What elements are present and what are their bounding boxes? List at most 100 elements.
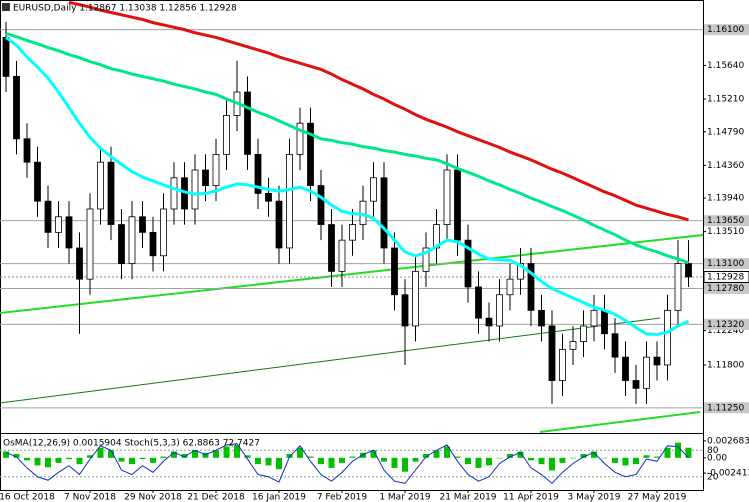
candle-body: [601, 309, 608, 335]
osma-bar: [328, 457, 335, 468]
candle-body: [538, 309, 545, 327]
last-price-label: 1.12928: [707, 272, 744, 282]
candle-body: [244, 91, 251, 155]
candle-body: [454, 169, 461, 241]
osma-bar: [591, 451, 597, 458]
candle-body: [296, 122, 304, 155]
osma-bar: [433, 450, 440, 458]
osma-bar: [276, 457, 282, 470]
candle-body: [485, 317, 493, 327]
x-tick-label: 16 Jan 2019: [252, 493, 306, 502]
candle-body: [160, 208, 167, 257]
osma-bar: [685, 447, 692, 458]
osma-bar: [549, 457, 555, 471]
candle-body: [317, 185, 325, 225]
candle-body: [496, 294, 503, 327]
y2-tick-label: 80: [707, 446, 719, 456]
candle-body: [422, 247, 430, 272]
candle-body: [149, 231, 157, 257]
candle-body: [412, 270, 419, 327]
candle-body: [622, 356, 629, 381]
candle-body: [212, 153, 220, 186]
x-tick-label: 11 Apr 2019: [503, 493, 559, 502]
osma-bar: [339, 457, 345, 463]
candle-body: [559, 348, 566, 381]
candle-body: [254, 153, 262, 194]
osma-bar: [664, 447, 671, 458]
osma-bar: [465, 457, 471, 465]
osma-bar: [3, 451, 9, 458]
candle-body: [44, 200, 52, 233]
candle-body: [34, 161, 41, 202]
oscillator: [0, 442, 703, 485]
osma-bar: [580, 454, 587, 458]
osma-bar: [213, 450, 219, 458]
osma-bar: [265, 457, 272, 466]
osma-bar: [87, 455, 93, 458]
last-price-box: [703, 270, 749, 283]
osma-bar: [528, 457, 534, 461]
osma-bar: [360, 452, 366, 458]
osma-bar: [496, 457, 503, 459]
candle-body: [128, 216, 136, 264]
osma-bar: [192, 450, 198, 458]
candle-body: [286, 153, 293, 249]
level-label-box: [704, 318, 749, 330]
osma-bar: [517, 451, 524, 458]
indicator-title: OsMA(12,26,9) 0.0015904 Stoch(5,3,3) 62.…: [3, 439, 260, 449]
osma-bar: [108, 450, 114, 458]
candle-body: [139, 216, 146, 233]
osma-bar: [381, 457, 387, 462]
y-tick-label: 1.14790: [707, 127, 744, 137]
x-tick-label: 21 Mar 2019: [439, 493, 496, 502]
candle-body: [580, 325, 587, 342]
candle-body: [107, 161, 115, 225]
osma-bar: [444, 446, 450, 458]
osma-bar: [601, 457, 608, 459]
osma-bar: [675, 442, 681, 458]
osma-bar: [297, 447, 303, 458]
candle-body: [464, 239, 472, 288]
osma-bar: [202, 452, 209, 458]
level-label: 1.16100: [707, 25, 744, 35]
osma-bar: [454, 456, 461, 458]
osma-bar: [24, 457, 30, 461]
candle-body: [76, 247, 83, 280]
osma-bar: [255, 457, 261, 465]
level-label-box: [704, 283, 749, 295]
candle-body: [643, 356, 650, 389]
y-tick-label: 1.11800: [707, 360, 744, 370]
candle-body: [674, 263, 682, 311]
candle-body: [569, 341, 577, 350]
candle-body: [86, 208, 94, 280]
axes: 1.15640 1.15210 1.14790 1.14360 1.13940 1.135…: [0, 24, 749, 502]
candle-body: [370, 177, 377, 202]
candle-body: [191, 169, 199, 210]
level-label-box: [704, 215, 749, 227]
osma-bar: [307, 456, 314, 458]
level-label-box: [704, 402, 749, 414]
candle-body: [328, 224, 335, 272]
osma-bar: [654, 456, 660, 458]
osma-bar: [349, 456, 356, 458]
x-tick-label: 3 May 2019: [568, 493, 621, 502]
y-tick-label: 1.13510: [707, 227, 744, 237]
osma-bar: [129, 457, 135, 465]
level-label: 1.12320: [707, 320, 744, 330]
candle-body: [443, 169, 451, 225]
ma-line: [5, 36, 690, 337]
candle-body: [118, 224, 125, 264]
y-tick-label: 1.15210: [707, 95, 744, 105]
osma-bar: [55, 457, 62, 463]
candle-body: [202, 169, 209, 186]
trend-line: [539, 411, 701, 433]
moving-averages: [5, 0, 690, 337]
osma-bar: [234, 445, 240, 458]
candle-body: [170, 177, 178, 210]
osma-bar: [150, 457, 156, 463]
osma-bar: [76, 457, 83, 465]
osma-bar: [160, 456, 167, 458]
osma-bar: [622, 457, 629, 466]
candle-body: [65, 216, 73, 249]
osma-bar: [223, 446, 230, 458]
